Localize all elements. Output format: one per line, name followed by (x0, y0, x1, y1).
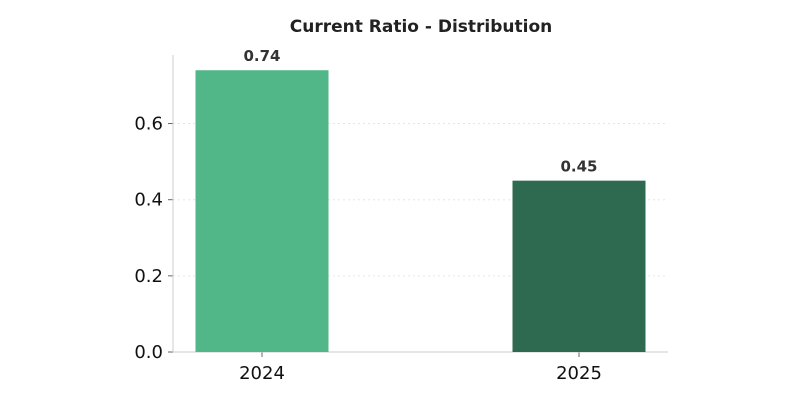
y-tick-label: 0.6 (134, 114, 163, 135)
labels-layer: 0.0 0.2 0.4 0.6 0.74 2024 0.45 2025 (134, 47, 602, 384)
bar-2025 (512, 180, 646, 352)
bar-2024 (195, 70, 329, 352)
grid-layer (168, 123, 668, 357)
x-tick-label-2025: 2025 (556, 363, 602, 384)
bars-layer (195, 70, 646, 352)
x-tick-label-2024: 2024 (239, 363, 285, 384)
y-tick-label: 0.4 (134, 190, 163, 211)
data-label-2025: 0.45 (560, 158, 597, 176)
chart-title: Current Ratio - Distribution (290, 17, 553, 37)
data-label-2024: 0.74 (243, 47, 280, 65)
y-tick-label: 0.0 (134, 342, 163, 363)
y-tick-label: 0.2 (134, 266, 163, 287)
